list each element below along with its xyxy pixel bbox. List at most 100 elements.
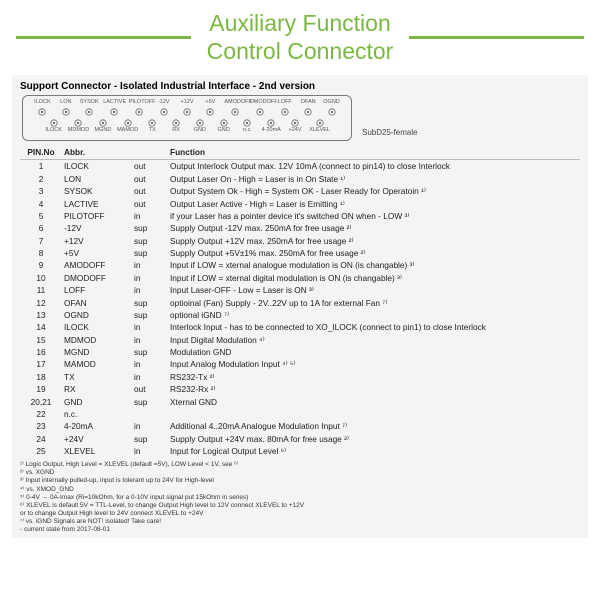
table-cell: sup bbox=[132, 395, 168, 407]
table-cell: sup bbox=[132, 346, 168, 358]
table-cell: 22 bbox=[20, 408, 62, 420]
table-cell: SYSOK bbox=[62, 185, 132, 197]
pin-label: LON bbox=[56, 100, 75, 117]
table-cell: 5 bbox=[20, 210, 62, 222]
table-cell: MAMOD bbox=[62, 358, 132, 370]
table-cell: 11 bbox=[20, 284, 62, 296]
pin-label: n.c. bbox=[238, 117, 257, 134]
pin-label: LACTIVE bbox=[103, 100, 124, 117]
table-cell: Input Analog Modulation Input ⁴⁾ ⁵⁾ bbox=[168, 358, 580, 370]
table-cell: Output Laser On - High = Laser is in On … bbox=[168, 173, 580, 185]
table-cell: LACTIVE bbox=[62, 197, 132, 209]
title-rule-right bbox=[409, 36, 584, 39]
table-cell: OGND bbox=[62, 309, 132, 321]
table-cell: 24 bbox=[20, 432, 62, 444]
table-cell: out bbox=[132, 185, 168, 197]
table-cell: 14 bbox=[20, 321, 62, 333]
table-cell: in bbox=[132, 371, 168, 383]
table-row: 11LOFFinInput Laser-OFF - Low = Laser is… bbox=[20, 284, 580, 296]
table-cell: 1 bbox=[20, 160, 62, 173]
table-cell: in bbox=[132, 321, 168, 333]
table-cell: RS232-Tx ²⁾ bbox=[168, 371, 580, 383]
table-cell: out bbox=[132, 160, 168, 173]
table-cell: -12V bbox=[62, 222, 132, 234]
spec-panel: Support Connector - Isolated Industrial … bbox=[12, 75, 588, 538]
dsub-outline: ILOCKLONSYSOKLACTIVEPILOTOFF-12V+12V+5VA… bbox=[22, 95, 352, 141]
title-rule-left bbox=[16, 36, 191, 39]
table-cell: optioinal (Fan) Supply - 2V..22V up to 1… bbox=[168, 296, 580, 308]
pin-row-top: ILOCKLONSYSOKLACTIVEPILOTOFF-12V+12V+5VA… bbox=[33, 100, 341, 117]
table-cell: 4-20mA bbox=[62, 420, 132, 432]
table-cell: out bbox=[132, 173, 168, 185]
table-cell: TX bbox=[62, 371, 132, 383]
table-cell: 8 bbox=[20, 247, 62, 259]
table-cell: in bbox=[132, 284, 168, 296]
table-cell: in bbox=[132, 272, 168, 284]
title-line1: Auxiliary Function bbox=[209, 10, 391, 36]
table-cell: Input if LOW = xternal analogue modulati… bbox=[168, 259, 580, 271]
table-row: 2LONoutOutput Laser On - High = Laser is… bbox=[20, 173, 580, 185]
table-cell: Supply Output +24V max. 80mA for free us… bbox=[168, 432, 580, 444]
table-cell: MDMOD bbox=[62, 333, 132, 345]
table-cell: +24V bbox=[62, 432, 132, 444]
pin-label: +5V bbox=[201, 100, 220, 117]
pin-label: GND bbox=[214, 117, 233, 134]
table-cell: Supply Output -12V max. 250mA for free u… bbox=[168, 222, 580, 234]
table-cell: ILOCK bbox=[62, 321, 132, 333]
table-cell: Supply Output +12V max. 250mA for free u… bbox=[168, 234, 580, 246]
table-cell: in bbox=[132, 210, 168, 222]
table-row: 19RXoutRS232-Rx ²⁾ bbox=[20, 383, 580, 395]
table-cell: n.c. bbox=[62, 408, 132, 420]
table-row: 1ILOCKoutOutput Interlock Output max. 12… bbox=[20, 160, 580, 173]
table-cell: 3 bbox=[20, 185, 62, 197]
table-cell: sup bbox=[132, 234, 168, 246]
pin-label: +12V bbox=[178, 100, 197, 117]
table-cell: 2 bbox=[20, 173, 62, 185]
table-cell: 4 bbox=[20, 197, 62, 209]
pin-label: XLEVEL bbox=[309, 117, 330, 134]
footnote-line: - current state from 2017-08-01 bbox=[20, 526, 580, 534]
table-row: 9AMODOFFinInput if LOW = xternal analogu… bbox=[20, 259, 580, 271]
table-cell: 25 bbox=[20, 445, 62, 457]
footnote-line: or to change Output High level to 24V co… bbox=[20, 510, 580, 518]
pin-row-bottom: ILOCKMDMODMGNDMAMODTXRXGNDGNDn.c.4-20mA+… bbox=[33, 117, 341, 134]
pin-label: OGND bbox=[322, 100, 341, 117]
table-header-row: PIN.NoAbbr.Function bbox=[20, 145, 580, 160]
panel-header: Support Connector - Isolated Industrial … bbox=[20, 81, 580, 92]
col-header: PIN.No bbox=[20, 145, 62, 160]
pin-label: MAMOD bbox=[117, 117, 138, 134]
pin-label: AMODOFF bbox=[224, 100, 245, 117]
pin-label: MGND bbox=[93, 117, 112, 134]
table-cell: 15 bbox=[20, 333, 62, 345]
table-cell: GND bbox=[62, 395, 132, 407]
table-cell: 16 bbox=[20, 346, 62, 358]
table-cell: sup bbox=[132, 247, 168, 259]
table-cell: out bbox=[132, 383, 168, 395]
table-cell bbox=[168, 408, 580, 420]
page-title: Auxiliary Function Control Connector bbox=[207, 10, 394, 65]
table-cell: optional iGND ⁷⁾ bbox=[168, 309, 580, 321]
pin-label: SYSOK bbox=[80, 100, 99, 117]
table-cell: Input for Logical Output Level ⁶⁾ bbox=[168, 445, 580, 457]
table-row: 15MDMODinInput Digital Modulation ⁴⁾ bbox=[20, 333, 580, 345]
table-cell: in bbox=[132, 358, 168, 370]
table-cell: in bbox=[132, 333, 168, 345]
table-cell: 20,21 bbox=[20, 395, 62, 407]
table-cell: RX bbox=[62, 383, 132, 395]
table-cell: PILOTOFF bbox=[62, 210, 132, 222]
table-row: 3SYSOKoutOutput System Ok - High = Syste… bbox=[20, 185, 580, 197]
table-row: 13OGNDsupoptional iGND ⁷⁾ bbox=[20, 309, 580, 321]
table-cell: Output Laser Active - High = Laser is Em… bbox=[168, 197, 580, 209]
table-cell: Interlock Input - has to be connected to… bbox=[168, 321, 580, 333]
pin-label: -12V bbox=[154, 100, 173, 117]
table-cell: 13 bbox=[20, 309, 62, 321]
table-cell: ILOCK bbox=[62, 160, 132, 173]
table-cell: DMODOFF bbox=[62, 272, 132, 284]
table-row: 25XLEVELinInput for Logical Output Level… bbox=[20, 445, 580, 457]
footnote-line: ⁶⁾ XLEVEL is default 5V = TTL-Level, to … bbox=[20, 502, 580, 510]
table-cell: +5V bbox=[62, 247, 132, 259]
table-cell: 12 bbox=[20, 296, 62, 308]
table-cell: Input Laser-OFF - Low = Laser is ON ³⁾ bbox=[168, 284, 580, 296]
table-row: 16MGNDsupModulation GND bbox=[20, 346, 580, 358]
table-cell: in bbox=[132, 445, 168, 457]
